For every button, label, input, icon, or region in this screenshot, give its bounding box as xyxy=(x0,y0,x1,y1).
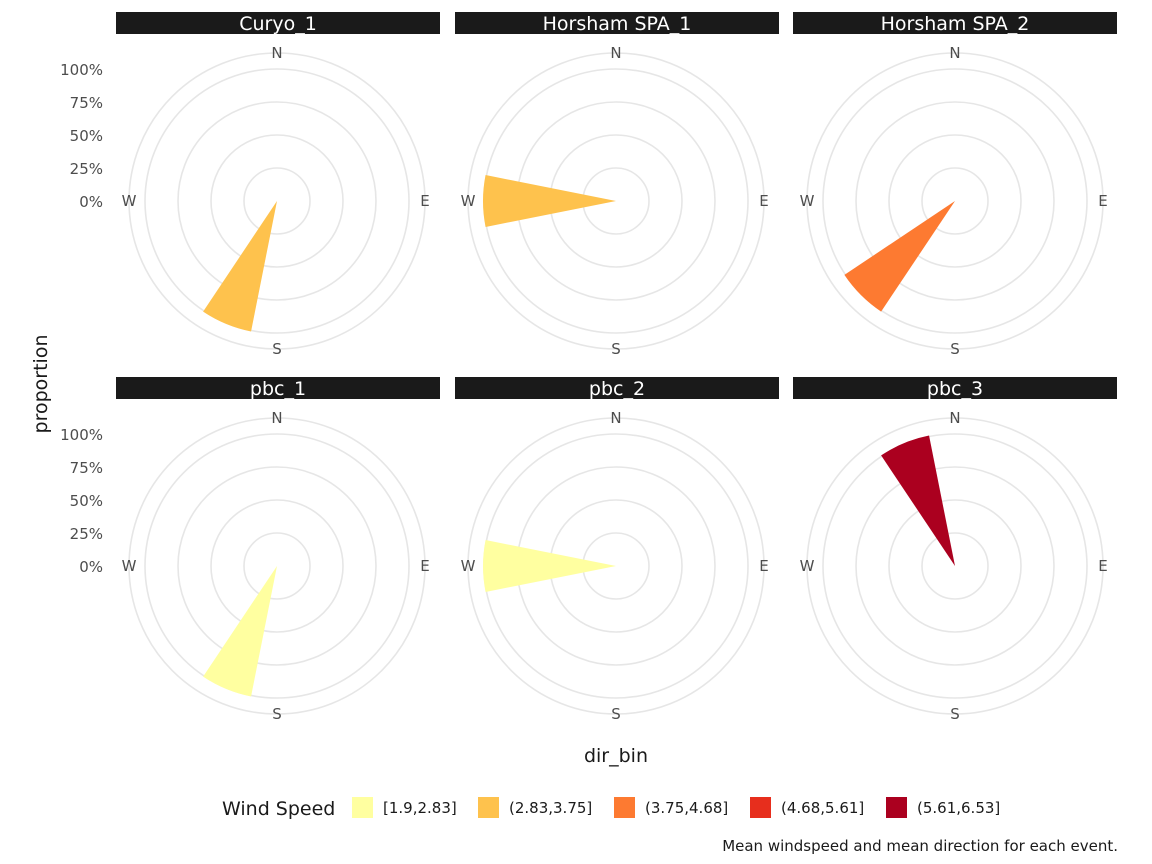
grid-ring xyxy=(210,499,344,633)
direction-label: S xyxy=(611,705,621,723)
direction-label: W xyxy=(122,557,137,575)
facet-panel: Curyo_1 N E S W 0% 25% 50% 75% 100% xyxy=(60,12,440,358)
wind-wedge xyxy=(844,201,955,312)
y-tick-label: 100% xyxy=(60,426,103,444)
legend-key xyxy=(614,797,635,818)
grid-ring xyxy=(210,134,344,268)
direction-label: E xyxy=(759,192,768,210)
grid-ring xyxy=(855,466,1055,666)
grid-ring xyxy=(144,433,410,699)
facet-panel: Horsham SPA_1 N E S W xyxy=(455,12,779,358)
wind-wedge xyxy=(483,540,616,592)
direction-label: W xyxy=(122,192,137,210)
grid-ring-outer xyxy=(806,52,1104,350)
direction-label: N xyxy=(271,409,282,427)
legend-label: [1.9,2.83] xyxy=(383,799,457,817)
y-tick-label: 100% xyxy=(60,61,103,79)
direction-label: W xyxy=(461,192,476,210)
direction-label: N xyxy=(949,44,960,62)
legend-key xyxy=(478,797,499,818)
y-tick-label: 25% xyxy=(70,160,103,178)
direction-label: S xyxy=(950,705,960,723)
legend-key xyxy=(886,797,907,818)
legend: Wind Speed [1.9,2.83] (2.83,3.75] (3.75,4.… xyxy=(222,797,1000,820)
grid-ring xyxy=(855,101,1055,301)
legend-label: (4.68,5.61] xyxy=(781,799,864,817)
x-axis-title: dir_bin xyxy=(584,745,648,767)
direction-label: S xyxy=(272,340,282,358)
wind-wedge xyxy=(483,175,616,227)
facet-strip xyxy=(793,377,1117,399)
facet-strip xyxy=(455,12,779,34)
grid-ring-outer xyxy=(806,417,1104,715)
grid-ring-outer xyxy=(128,417,426,715)
facet-panel: pbc_2 N E S W xyxy=(455,377,779,723)
wind-wedge xyxy=(203,566,277,697)
y-tick-label: 50% xyxy=(70,492,103,510)
facet-strip xyxy=(116,377,440,399)
facet-strip-label: Curyo_1 xyxy=(239,13,317,35)
grid-ring xyxy=(243,167,311,235)
direction-label: W xyxy=(461,557,476,575)
direction-label: N xyxy=(271,44,282,62)
y-tick-label: 50% xyxy=(70,127,103,145)
facet-panel: Horsham SPA_2 N E S W xyxy=(793,12,1117,358)
y-tick-label: 75% xyxy=(70,459,103,477)
legend-label: (3.75,4.68] xyxy=(645,799,728,817)
legend-label: (2.83,3.75] xyxy=(509,799,592,817)
grid-ring xyxy=(822,433,1088,699)
facet-strip-label: Horsham SPA_1 xyxy=(543,13,692,35)
facet-strip xyxy=(455,377,779,399)
grid-ring xyxy=(921,532,989,600)
facet-panels: Curyo_1 N E S W 0% 25% 50% 75% 100% Horsham SPA_1 N… xyxy=(60,12,1117,723)
direction-label: S xyxy=(611,340,621,358)
grid-ring xyxy=(177,466,377,666)
grid-ring-outer xyxy=(467,417,765,715)
direction-label: W xyxy=(800,192,815,210)
wind-wedge xyxy=(203,201,277,332)
legend-key xyxy=(750,797,771,818)
y-axis-title: proportion xyxy=(30,335,52,434)
grid-ring-outer xyxy=(128,52,426,350)
direction-label: N xyxy=(949,409,960,427)
y-tick-label: 0% xyxy=(79,193,103,211)
y-tick-label: 25% xyxy=(70,525,103,543)
direction-label: S xyxy=(272,705,282,723)
facet-panel: pbc_3 N E S W xyxy=(793,377,1117,723)
legend-label: (5.61,6.53] xyxy=(917,799,1000,817)
direction-label: W xyxy=(800,557,815,575)
facet-strip xyxy=(116,12,440,34)
direction-label: E xyxy=(1098,192,1107,210)
direction-label: E xyxy=(1098,557,1107,575)
direction-label: N xyxy=(610,409,621,427)
direction-label: S xyxy=(950,340,960,358)
facet-strip xyxy=(793,12,1117,34)
facet-strip-label: Horsham SPA_2 xyxy=(881,13,1030,35)
facet-strip-label: pbc_2 xyxy=(589,378,645,400)
direction-label: E xyxy=(759,557,768,575)
grid-ring xyxy=(888,134,1022,268)
facet-panel: pbc_1 N E S W 0% 25% 50% 75% 100% xyxy=(60,377,440,723)
grid-ring-outer xyxy=(467,52,765,350)
legend-key xyxy=(352,797,373,818)
grid-ring xyxy=(888,499,1022,633)
grid-ring xyxy=(243,532,311,600)
wind-wedge xyxy=(881,435,955,566)
facet-strip-label: pbc_1 xyxy=(250,378,306,400)
y-tick-label: 75% xyxy=(70,94,103,112)
y-tick-label: 0% xyxy=(79,558,103,576)
grid-ring xyxy=(822,68,1088,334)
facet-strip-label: pbc_3 xyxy=(927,378,983,400)
caption: Mean windspeed and mean direction for ea… xyxy=(722,837,1118,855)
direction-label: N xyxy=(610,44,621,62)
direction-label: E xyxy=(420,557,429,575)
grid-ring xyxy=(921,167,989,235)
direction-label: E xyxy=(420,192,429,210)
legend-title: Wind Speed xyxy=(222,798,335,820)
grid-ring xyxy=(144,68,410,334)
grid-ring xyxy=(177,101,377,301)
